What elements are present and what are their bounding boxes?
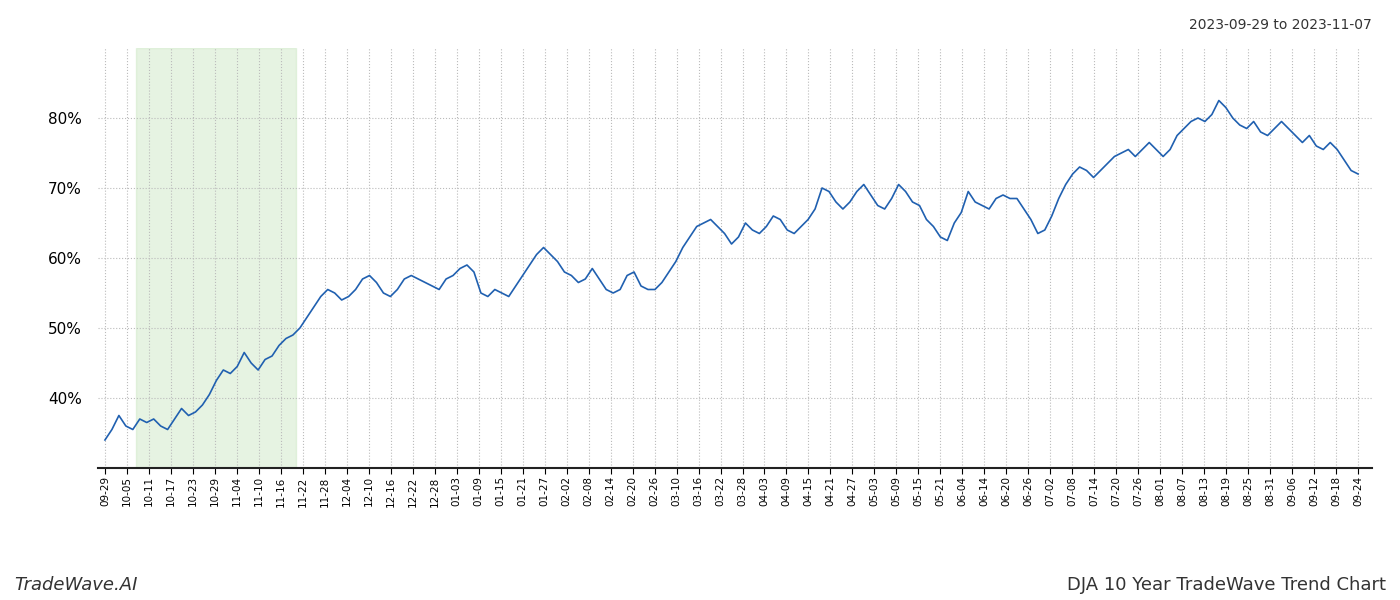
Text: TradeWave.AI: TradeWave.AI xyxy=(14,576,137,594)
Text: DJA 10 Year TradeWave Trend Chart: DJA 10 Year TradeWave Trend Chart xyxy=(1067,576,1386,594)
Bar xyxy=(136,48,297,468)
Text: 2023-09-29 to 2023-11-07: 2023-09-29 to 2023-11-07 xyxy=(1189,18,1372,32)
